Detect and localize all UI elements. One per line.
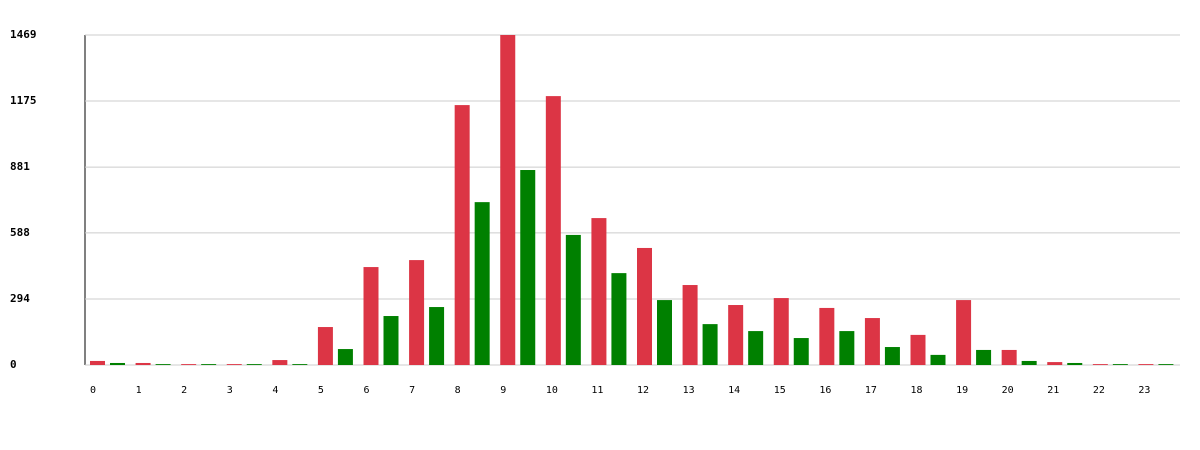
bar	[500, 35, 516, 365]
x-tick-label: 6	[364, 385, 370, 396]
y-tick-label: 294	[10, 292, 30, 305]
x-tick-label: 14	[728, 385, 740, 396]
x-tick-label: 1	[136, 385, 142, 396]
bar	[839, 331, 855, 365]
x-tick-label: 20	[1002, 385, 1014, 396]
x-tick-label: 15	[774, 385, 786, 396]
x-tick-label: 17	[865, 385, 877, 396]
x-tick-label: 13	[683, 385, 695, 396]
bar	[1021, 360, 1037, 365]
bar	[317, 327, 333, 365]
bar	[409, 260, 425, 365]
x-tick-label: 16	[819, 385, 831, 396]
bar	[292, 364, 308, 365]
bar	[337, 349, 353, 365]
bar	[201, 364, 217, 365]
y-tick-label: 1469	[10, 28, 37, 41]
bar	[773, 298, 789, 365]
bar	[363, 267, 379, 365]
bar	[520, 170, 536, 365]
bar	[246, 364, 262, 365]
x-tick-label: 23	[1138, 385, 1150, 396]
x-tick-label: 8	[455, 385, 461, 396]
bar	[1138, 364, 1154, 365]
x-tick-label: 21	[1047, 385, 1059, 396]
x-tick-label: 4	[272, 385, 278, 396]
bar	[454, 105, 470, 365]
x-tick-label: 12	[637, 385, 649, 396]
bar	[383, 316, 399, 365]
bar	[1047, 362, 1063, 365]
y-tick-label: 881	[10, 160, 30, 173]
x-tick-label: 18	[911, 385, 923, 396]
bar	[155, 364, 171, 365]
bar	[930, 354, 946, 365]
x-tick-label: 5	[318, 385, 324, 396]
bar	[702, 324, 718, 365]
x-tick-label: 22	[1093, 385, 1105, 396]
bar	[884, 347, 900, 365]
bar	[956, 300, 972, 365]
bar	[474, 202, 490, 365]
x-tick-label: 11	[591, 385, 603, 396]
bar	[976, 349, 992, 365]
bar	[1001, 349, 1017, 365]
bar	[611, 273, 627, 365]
bar	[181, 364, 197, 365]
x-tick-label: 2	[181, 385, 187, 396]
bar	[748, 331, 764, 365]
bar	[90, 360, 105, 365]
bar	[1092, 364, 1108, 365]
x-tick-label: 9	[500, 385, 506, 396]
bar	[110, 362, 125, 365]
x-tick-label: 19	[956, 385, 968, 396]
bar	[657, 300, 672, 365]
bar	[864, 318, 880, 365]
bar	[728, 305, 744, 365]
bar	[272, 360, 288, 365]
bar	[545, 96, 561, 366]
x-tick-label: 7	[409, 385, 415, 396]
bar	[819, 307, 835, 365]
bar	[637, 247, 652, 365]
y-tick-label: 1175	[10, 94, 37, 107]
bar	[429, 307, 445, 365]
bar	[591, 218, 607, 365]
bar	[1158, 364, 1174, 365]
y-tick-label: 0	[10, 358, 17, 371]
x-tick-label: 3	[227, 385, 233, 396]
x-tick-label: 10	[546, 385, 558, 396]
bar	[793, 338, 809, 365]
x-tick-label: 0	[90, 385, 96, 396]
bar	[565, 234, 581, 365]
bar	[226, 364, 242, 365]
bar	[1112, 364, 1128, 365]
bar	[1067, 362, 1083, 365]
bar	[682, 285, 698, 365]
y-tick-label: 588	[10, 226, 30, 239]
bar	[910, 334, 926, 365]
bar	[135, 362, 151, 365]
